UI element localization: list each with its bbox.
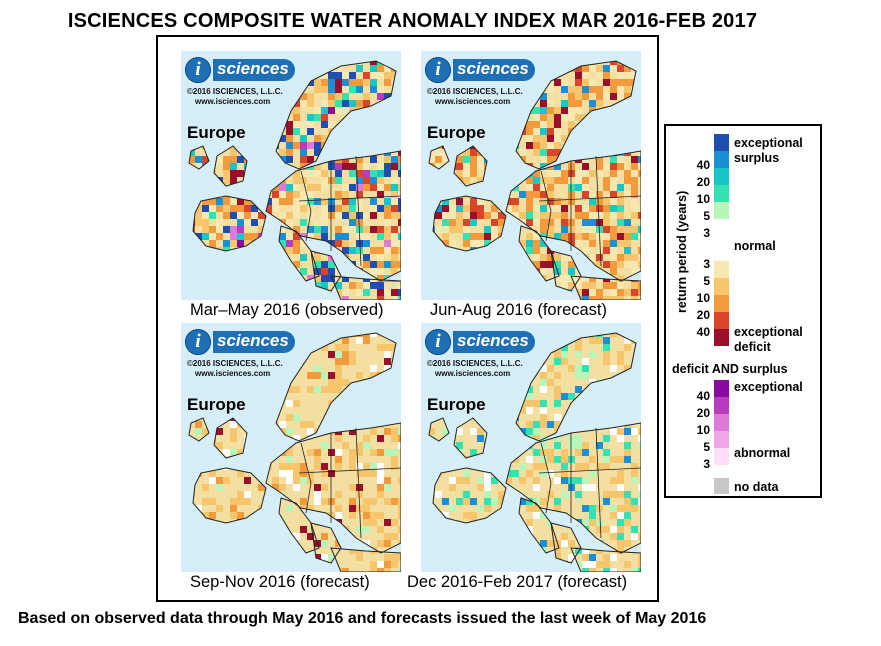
- legend-surplus-swatch: [714, 202, 729, 219]
- legend-exceptional-surplus-1: exceptional: [734, 136, 803, 150]
- legend-no-data: no data: [734, 480, 779, 494]
- legend-exceptional-deficit-2: deficit: [734, 340, 771, 354]
- logo-word: sciences: [453, 59, 535, 81]
- legend-surplus-swatch: [714, 134, 729, 151]
- map-panel-2: i sciences ©2016 ISCIENCES, L.L.C. www.isci…: [421, 51, 641, 300]
- panel-caption-2: Jun-Aug 2016 (forecast): [430, 301, 608, 319]
- legend-both-tick: 20: [696, 406, 710, 420]
- legend-surplus-swatch: [714, 185, 729, 202]
- region-label: Europe: [187, 395, 246, 414]
- isciences-logo: i sciences: [185, 56, 295, 84]
- isciences-logo: i sciences: [185, 328, 295, 356]
- legend-both-swatch: [714, 380, 729, 397]
- europe-map: [181, 323, 401, 572]
- footer-note: Based on observed data through May 2016 …: [18, 610, 707, 627]
- legend-both-abnormal: abnormal: [734, 446, 791, 460]
- copyright-text: ©2016 ISCIENCES, L.L.C. www.isciences.com: [427, 87, 523, 107]
- copyright-text: ©2016 ISCIENCES, L.L.C. www.isciences.com: [187, 359, 283, 379]
- logo-word: sciences: [213, 331, 295, 353]
- maps-frame: [156, 35, 659, 602]
- legend-surplus-tick: 40: [696, 158, 710, 172]
- legend-surplus-tick: 5: [703, 209, 710, 223]
- copyright-line: ©2016 ISCIENCES, L.L.C.: [427, 359, 523, 368]
- legend-both-heading: deficit AND surplus: [672, 362, 788, 376]
- legend-both-tick: 40: [696, 389, 710, 403]
- copyright-line: ©2016 ISCIENCES, L.L.C.: [187, 359, 283, 368]
- legend-both-swatch: [714, 397, 729, 414]
- legend-both-swatch: [714, 448, 729, 465]
- legend-nodata-swatch: [714, 478, 729, 494]
- legend-deficit-swatch: [714, 329, 729, 346]
- url-line: www.isciences.com: [195, 97, 271, 106]
- region-label: Europe: [427, 395, 486, 414]
- legend-normal-swatch: [714, 219, 729, 261]
- legend-surplus-tick: 10: [696, 192, 710, 206]
- region-label: Europe: [427, 123, 486, 142]
- legend-both-swatch: [714, 431, 729, 448]
- logo-i-icon: i: [185, 57, 211, 83]
- copyright-text: ©2016 ISCIENCES, L.L.C. www.isciences.com: [187, 87, 283, 107]
- logo-word: sciences: [213, 59, 295, 81]
- panel-caption-1: Mar–May 2016 (observed): [190, 301, 384, 319]
- logo-i-icon: i: [425, 329, 451, 355]
- legend-surplus-swatch: [714, 151, 729, 168]
- map-panel-3: i sciences ©2016 ISCIENCES, L.L.C. www.isci…: [181, 323, 401, 572]
- logo-word: sciences: [453, 331, 535, 353]
- region-label: Europe: [187, 123, 246, 142]
- legend-deficit-swatch: [714, 312, 729, 329]
- legend-deficit-swatch: [714, 261, 729, 278]
- legend-deficit-swatch: [714, 278, 729, 295]
- legend-deficit-swatch: [714, 295, 729, 312]
- legend-exceptional-surplus-2: surplus: [734, 151, 780, 165]
- chart-title: ISCIENCES COMPOSITE WATER ANOMALY INDEX …: [67, 10, 758, 32]
- legend-exceptional-deficit-1: exceptional: [734, 325, 803, 339]
- legend-both-swatch: [714, 414, 729, 431]
- legend-normal: normal: [734, 239, 776, 253]
- legend-surplus-tick: 20: [696, 175, 710, 189]
- europe-map: [421, 323, 641, 572]
- url-line: www.isciences.com: [435, 97, 511, 106]
- legend-deficit-tick: 40: [696, 325, 710, 339]
- legend-deficit-tick: 3: [703, 257, 710, 271]
- logo-i-icon: i: [185, 329, 211, 355]
- url-line: www.isciences.com: [195, 369, 271, 378]
- isciences-logo: i sciences: [425, 56, 535, 84]
- panel-caption-4: Dec 2016-Feb 2017 (forecast): [407, 573, 628, 591]
- legend-both-tick: 3: [703, 457, 710, 471]
- legend-both-exceptional: exceptional: [734, 380, 803, 394]
- legend-surplus-swatch: [714, 168, 729, 185]
- legend-deficit-tick: 5: [703, 274, 710, 288]
- legend-surplus-tick: 3: [703, 226, 710, 240]
- legend-deficit-tick: 20: [696, 308, 710, 322]
- legend: return period (years) exceptional surplu…: [664, 124, 822, 498]
- map-panel-1: i sciences ©2016 ISCIENCES, L.L.C. www.isci…: [181, 51, 401, 300]
- legend-deficit-tick: 10: [696, 291, 710, 305]
- copyright-text: ©2016 ISCIENCES, L.L.C. www.isciences.com: [427, 359, 523, 379]
- panel-caption-3: Sep-Nov 2016 (forecast): [190, 573, 370, 591]
- copyright-line: ©2016 ISCIENCES, L.L.C.: [187, 87, 283, 96]
- map-panel-4: i sciences ©2016 ISCIENCES, L.L.C. www.isci…: [421, 323, 641, 572]
- isciences-logo: i sciences: [425, 328, 535, 356]
- logo-i-icon: i: [425, 57, 451, 83]
- legend-both-tick: 10: [696, 423, 710, 437]
- legend-both-tick: 5: [703, 440, 710, 454]
- copyright-line: ©2016 ISCIENCES, L.L.C.: [427, 87, 523, 96]
- url-line: www.isciences.com: [435, 369, 511, 378]
